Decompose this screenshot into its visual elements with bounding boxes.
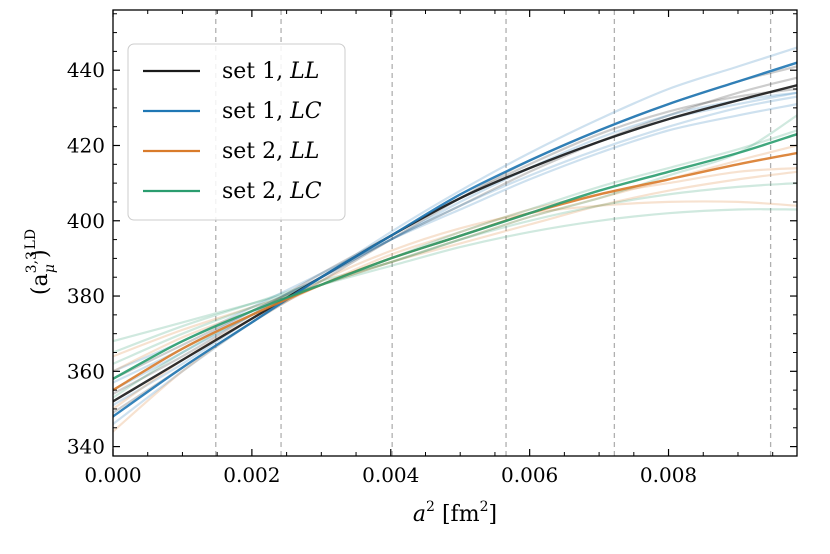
y-tick-label: 340 (67, 435, 105, 459)
series-1-main-line (113, 84, 797, 403)
x-tick-label: 0.000 (84, 463, 141, 487)
y-tick-label: 360 (67, 359, 105, 383)
axes-frame (112, 9, 798, 457)
y-tick-label: 440 (67, 58, 105, 82)
y-tick-label: 400 (67, 209, 105, 233)
series-2-variant-line (113, 95, 797, 392)
x-tick-label: 0.004 (362, 463, 419, 487)
y-tick-label: 420 (67, 133, 105, 157)
series-4-variant-line (113, 182, 797, 365)
x-tick-label: 0.002 (223, 463, 280, 487)
legend-box (127, 43, 346, 221)
y-ticks: 340 360 380 400 420 440 (67, 13, 797, 459)
legend-label: set 2, LC (222, 179, 322, 204)
series-4-variant-line (113, 208, 797, 343)
y-tick-label: 380 (67, 284, 105, 308)
x-tick-label: 0.008 (640, 463, 697, 487)
legend-label: set 2, LL (222, 139, 319, 164)
series-layer (113, 46, 797, 433)
legend-label: set 1, LC (222, 99, 322, 124)
legend-label: set 1, LL (222, 59, 319, 84)
series-4-main-line (113, 133, 797, 380)
series-3-variant-line (113, 170, 797, 358)
x-tick-label: 0.006 (501, 463, 558, 487)
series-2-variant-line (113, 91, 797, 384)
x-ticks: 0.000 0.002 0.004 0.006 0.008 (84, 10, 774, 487)
series-1-variant-line (113, 76, 797, 380)
y-axis-label: (a3,3 μ)LD (23, 229, 58, 295)
series-2-variant-line (113, 103, 797, 373)
x-axis-label: a2 [fm2] (413, 499, 497, 527)
legend: set 1, LL set 1, LC set 2, LL set 2, LC (127, 43, 346, 221)
series-4-variant-line (113, 114, 797, 354)
series-2-main-line (113, 61, 797, 418)
